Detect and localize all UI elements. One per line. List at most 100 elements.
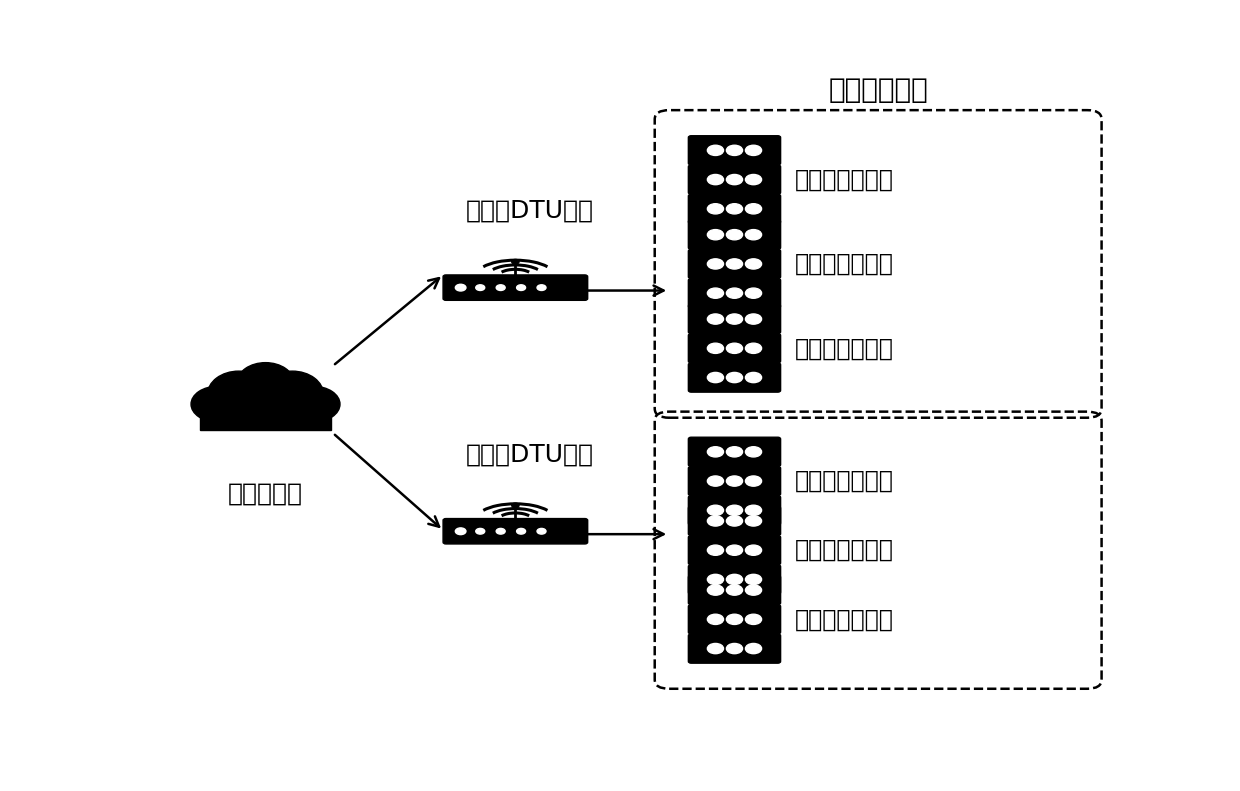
FancyBboxPatch shape [443, 275, 588, 301]
Circle shape [727, 574, 743, 585]
Circle shape [707, 229, 723, 240]
Circle shape [745, 288, 761, 298]
Circle shape [745, 146, 761, 156]
Text: 光伏组件控制器: 光伏组件控制器 [795, 168, 894, 191]
Circle shape [496, 528, 505, 534]
Circle shape [512, 259, 520, 264]
Circle shape [707, 343, 723, 354]
Circle shape [727, 585, 743, 595]
FancyBboxPatch shape [688, 536, 781, 565]
Circle shape [745, 505, 761, 516]
FancyBboxPatch shape [688, 565, 781, 594]
Circle shape [727, 516, 743, 526]
FancyBboxPatch shape [688, 496, 781, 525]
FancyBboxPatch shape [688, 136, 781, 165]
Circle shape [727, 643, 743, 653]
Ellipse shape [286, 386, 340, 422]
Circle shape [707, 615, 723, 624]
Circle shape [727, 204, 743, 214]
Circle shape [727, 343, 743, 354]
Circle shape [727, 288, 743, 298]
FancyBboxPatch shape [688, 165, 781, 195]
Circle shape [707, 516, 723, 526]
Text: 云计算中心: 云计算中心 [228, 482, 303, 505]
FancyBboxPatch shape [688, 576, 781, 604]
Circle shape [745, 476, 761, 486]
Circle shape [707, 259, 723, 269]
Circle shape [707, 204, 723, 214]
Circle shape [537, 285, 546, 290]
Circle shape [455, 528, 466, 535]
Ellipse shape [191, 386, 244, 422]
Circle shape [727, 175, 743, 184]
Circle shape [745, 516, 761, 526]
Circle shape [707, 545, 723, 555]
FancyBboxPatch shape [688, 220, 781, 249]
Text: 边缘计算节点: 边缘计算节点 [828, 76, 928, 104]
FancyBboxPatch shape [688, 467, 781, 496]
Circle shape [727, 447, 743, 457]
FancyBboxPatch shape [688, 604, 781, 634]
Text: 集中器DTU节点: 集中器DTU节点 [466, 199, 594, 223]
Circle shape [745, 373, 761, 383]
Circle shape [707, 585, 723, 595]
Text: 光伏组件控制器: 光伏组件控制器 [795, 336, 894, 360]
Circle shape [727, 545, 743, 555]
Circle shape [707, 643, 723, 653]
Circle shape [707, 288, 723, 298]
Ellipse shape [224, 387, 306, 427]
Ellipse shape [207, 371, 270, 418]
FancyBboxPatch shape [688, 634, 781, 663]
Ellipse shape [262, 371, 324, 418]
Text: 光伏组件控制器: 光伏组件控制器 [795, 469, 894, 493]
FancyBboxPatch shape [688, 363, 781, 392]
Circle shape [745, 175, 761, 184]
Circle shape [707, 505, 723, 516]
Circle shape [707, 175, 723, 184]
FancyBboxPatch shape [688, 249, 781, 278]
Text: 光伏组件控制器: 光伏组件控制器 [795, 252, 894, 276]
Circle shape [727, 505, 743, 516]
Circle shape [707, 574, 723, 585]
Circle shape [727, 373, 743, 383]
Text: 集中器DTU节点: 集中器DTU节点 [466, 442, 594, 467]
FancyBboxPatch shape [688, 506, 781, 536]
FancyBboxPatch shape [688, 195, 781, 223]
Circle shape [745, 343, 761, 354]
Circle shape [745, 204, 761, 214]
Ellipse shape [237, 362, 294, 403]
Circle shape [727, 615, 743, 624]
Circle shape [727, 229, 743, 240]
Circle shape [745, 314, 761, 324]
Circle shape [745, 545, 761, 555]
Circle shape [727, 476, 743, 486]
Circle shape [707, 476, 723, 486]
Circle shape [496, 285, 505, 290]
Text: 光伏组件控制器: 光伏组件控制器 [795, 607, 894, 631]
Circle shape [517, 285, 526, 290]
Bar [200, 403, 331, 430]
Circle shape [517, 528, 526, 534]
Circle shape [727, 146, 743, 156]
Circle shape [537, 528, 546, 534]
FancyBboxPatch shape [688, 334, 781, 363]
Circle shape [727, 259, 743, 269]
Circle shape [455, 284, 466, 291]
Circle shape [745, 615, 761, 624]
Circle shape [707, 314, 723, 324]
Circle shape [745, 643, 761, 653]
Circle shape [745, 447, 761, 457]
Circle shape [707, 146, 723, 156]
FancyBboxPatch shape [443, 519, 588, 544]
FancyBboxPatch shape [688, 278, 781, 308]
Circle shape [512, 503, 520, 508]
FancyBboxPatch shape [688, 305, 781, 334]
FancyBboxPatch shape [688, 437, 781, 467]
Circle shape [476, 285, 485, 290]
Circle shape [476, 528, 485, 534]
Circle shape [745, 574, 761, 585]
Circle shape [707, 447, 723, 457]
Text: 光伏组件控制器: 光伏组件控制器 [795, 538, 894, 562]
Circle shape [727, 314, 743, 324]
Circle shape [745, 585, 761, 595]
